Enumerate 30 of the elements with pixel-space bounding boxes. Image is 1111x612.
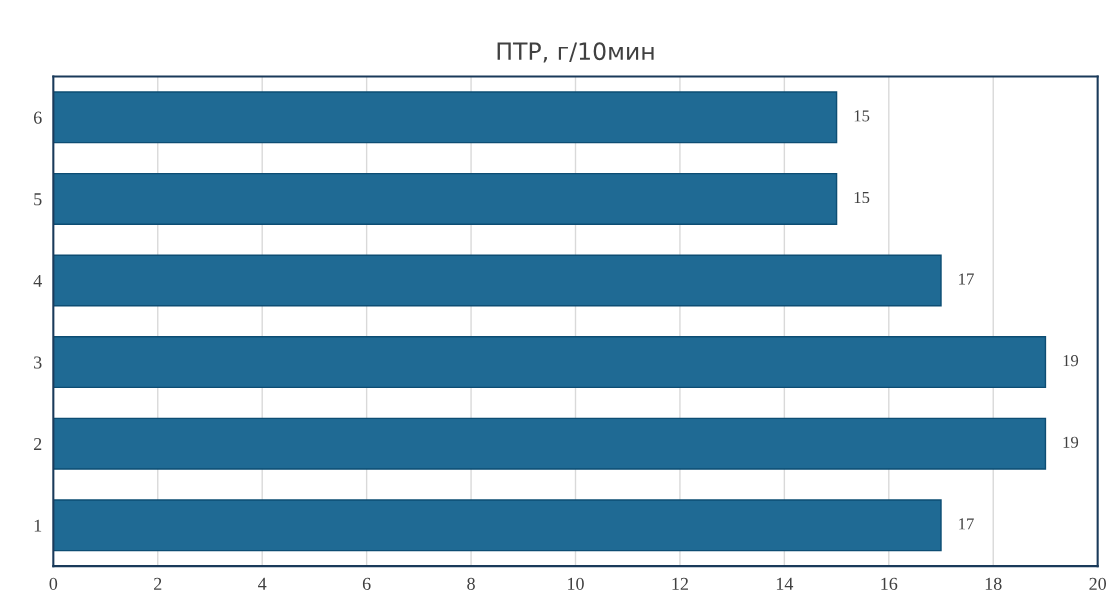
data-label: 15 <box>854 191 870 204</box>
x-tick-label: 2 <box>154 577 162 590</box>
x-tick-label: 0 <box>49 577 58 590</box>
data-label: 17 <box>959 518 974 530</box>
data-label: 19 <box>1063 355 1079 367</box>
y-tick-label: 3 <box>34 356 42 369</box>
x-tick-label: 10 <box>568 577 584 590</box>
x-tick-label: 14 <box>776 577 794 590</box>
x-tick-label: 4 <box>258 577 267 590</box>
y-tick-label: 2 <box>33 438 42 450</box>
bar <box>53 336 1047 389</box>
x-tick-label: 16 <box>881 577 898 590</box>
y-tick-label: 6 <box>33 111 42 124</box>
bar <box>53 172 838 225</box>
bar <box>53 254 942 307</box>
x-tick-label: 12 <box>672 577 688 590</box>
data-label: 15 <box>854 110 870 122</box>
y-tick-label: 4 <box>33 274 42 287</box>
bar <box>53 417 1047 470</box>
y-tick-label: 1 <box>34 519 42 532</box>
data-label: 19 <box>1063 436 1079 448</box>
y-tick-label: 5 <box>34 193 42 206</box>
x-tick-label: 8 <box>467 577 475 590</box>
bar <box>53 499 942 552</box>
bar <box>53 91 838 144</box>
x-tick-label: 6 <box>362 577 371 590</box>
chart-title: ПТР, г/10мин <box>497 42 654 63</box>
data-label: 17 <box>959 273 974 285</box>
x-tick-label: 20 <box>1089 577 1107 590</box>
x-tick-label: 18 <box>985 577 1002 590</box>
